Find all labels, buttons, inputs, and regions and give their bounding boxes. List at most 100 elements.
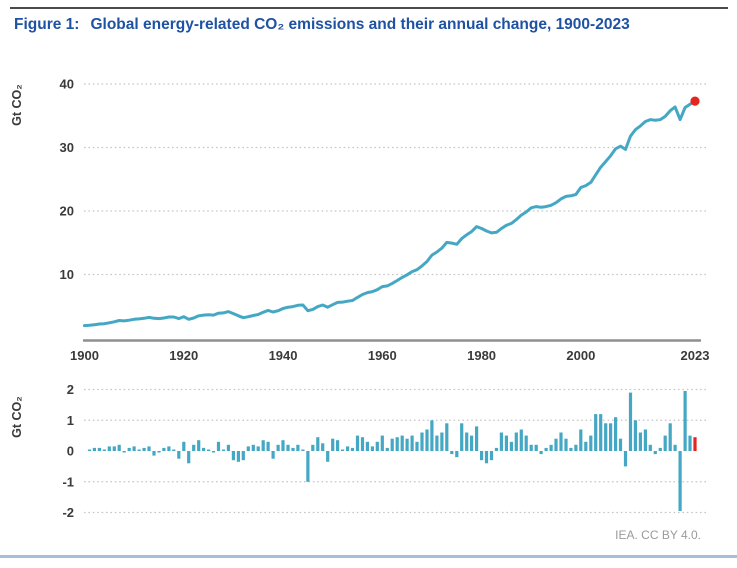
change-bar [167, 446, 171, 451]
change-bar [569, 447, 573, 451]
change-bar [122, 451, 126, 453]
change-bar [107, 446, 111, 451]
change-bar [276, 444, 280, 451]
change-bar [296, 444, 300, 451]
change-bar [638, 432, 642, 451]
change-bar [609, 423, 613, 451]
svg-text:0: 0 [67, 444, 74, 459]
attribution-text: IEA. CC BY 4.0. [615, 528, 701, 542]
change-bar [489, 451, 494, 461]
change-bar [162, 447, 166, 451]
change-bar [341, 449, 345, 451]
change-bar [415, 441, 419, 451]
change-bar [499, 432, 503, 451]
svg-text:2023: 2023 [681, 348, 710, 363]
change-bar [688, 435, 692, 451]
change-bar [475, 426, 479, 451]
change-bar [435, 435, 439, 451]
change-bar [410, 435, 414, 451]
change-bar [261, 440, 265, 451]
change-bar [470, 435, 474, 451]
change-bar [529, 444, 533, 451]
change-bar [678, 451, 682, 511]
change-bar [480, 451, 484, 461]
change-bar [534, 444, 538, 451]
change-bar [112, 446, 116, 451]
change-bar [395, 437, 399, 451]
annual-change-bar-chart: 2 1 0 -1 -2 [62, 382, 707, 520]
change-bar [192, 444, 196, 451]
change-bar [668, 423, 672, 451]
emissions-line-chart: 40 30 20 10 1900 1920 1940 1960 1980 2000 2023 [60, 77, 710, 364]
change-bar [484, 451, 489, 464]
change-bar [301, 449, 305, 451]
change-bar [564, 438, 568, 451]
figure-title: Figure 1: Global energy-related CO₂ emiss… [14, 16, 729, 34]
change-bar [336, 440, 340, 451]
change-bar [350, 447, 355, 451]
change-bar [658, 447, 662, 451]
change-bar [524, 435, 528, 451]
svg-text:20: 20 [60, 204, 74, 219]
svg-text:-1: -1 [62, 474, 74, 489]
change-bar [504, 435, 508, 451]
change-bar [628, 392, 633, 451]
change-bar [375, 441, 379, 451]
latest-change-bar [693, 437, 697, 451]
change-bar [599, 414, 603, 451]
svg-text:1960: 1960 [368, 348, 397, 363]
change-bar [281, 440, 285, 451]
change-bar [673, 444, 677, 451]
change-bar [211, 451, 216, 453]
change-bar [152, 451, 156, 456]
change-bar [177, 451, 181, 459]
change-bar [231, 451, 235, 461]
change-bar [643, 429, 647, 451]
change-bar [346, 446, 350, 451]
change-bar [618, 438, 623, 451]
change-bar [147, 446, 151, 451]
change-bar [286, 444, 290, 451]
change-bar [157, 451, 161, 453]
change-bar [236, 451, 240, 462]
change-bar [440, 432, 444, 451]
svg-text:40: 40 [60, 77, 74, 92]
change-bar [187, 451, 191, 464]
change-bar [246, 446, 250, 451]
change-bar [256, 446, 260, 451]
svg-text:10: 10 [60, 267, 74, 282]
change-bar [102, 449, 106, 451]
change-bar [509, 441, 513, 451]
svg-text:1980: 1980 [467, 348, 496, 363]
change-bar [554, 438, 558, 451]
change-bar [92, 447, 96, 451]
change-bar [316, 437, 320, 451]
change-bar [117, 444, 121, 451]
change-bar [380, 435, 384, 451]
change-bar [216, 441, 221, 451]
change-bar [539, 451, 543, 455]
change-bar [87, 449, 92, 451]
svg-text:1900: 1900 [70, 348, 99, 363]
change-bar [425, 429, 429, 451]
figure-label: Figure 1: [14, 16, 80, 33]
change-bar [574, 444, 578, 451]
change-bar [589, 435, 593, 451]
svg-text:2000: 2000 [566, 348, 595, 363]
change-bar [311, 444, 315, 451]
change-bar [519, 429, 523, 451]
change-bar [197, 440, 201, 451]
change-bar [137, 449, 141, 451]
change-bar [420, 432, 424, 451]
change-bar [390, 438, 394, 451]
latest-value-dot [690, 96, 700, 106]
change-bar [306, 451, 310, 482]
change-bar [633, 420, 637, 452]
svg-text:1: 1 [67, 413, 74, 428]
change-bar [430, 420, 434, 452]
change-bar [142, 447, 146, 451]
svg-text:30: 30 [60, 140, 74, 155]
change-bar [623, 451, 628, 467]
change-bar [360, 437, 365, 451]
